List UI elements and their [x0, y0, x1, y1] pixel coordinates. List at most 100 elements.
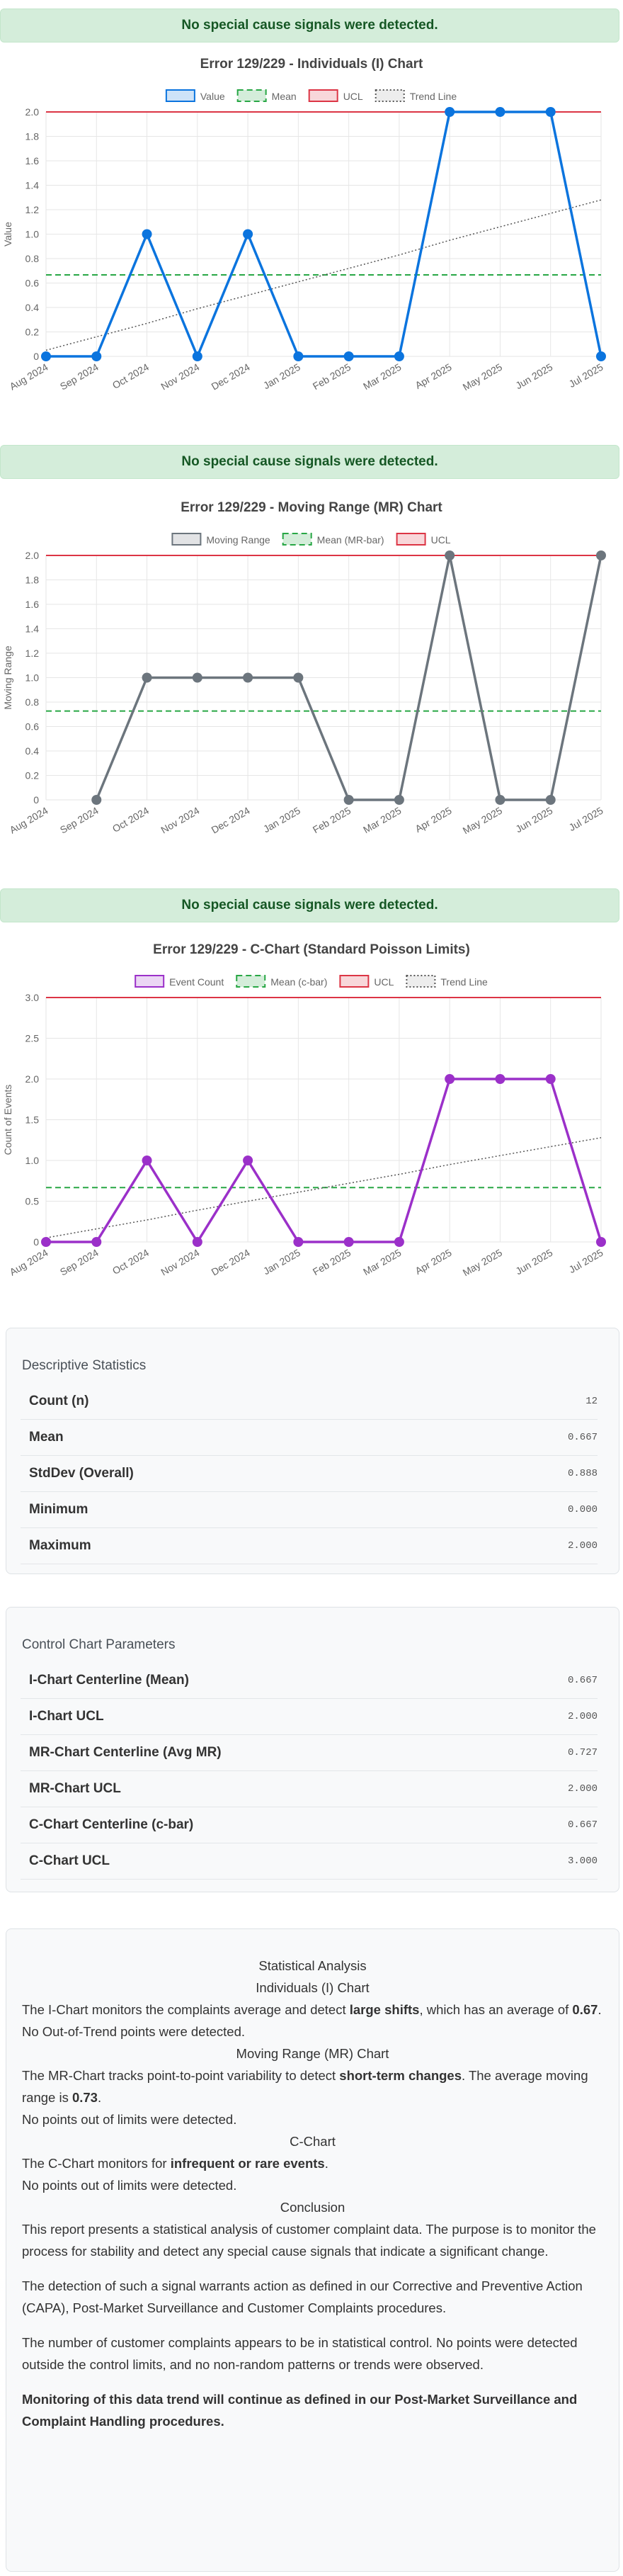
- row-value: 2.000: [567, 1540, 598, 1552]
- row-value: 0.727: [567, 1747, 598, 1758]
- x-tick-label: Jun 2025: [513, 805, 554, 835]
- y-axis-label: Moving Range: [2, 645, 13, 709]
- table-row: MR-Chart Centerline (Avg MR) 0.727: [21, 1735, 598, 1771]
- text-run: The I-Chart monitors the complaints aver…: [22, 2002, 350, 2017]
- legend-swatch: [308, 89, 338, 102]
- x-tick-label: Jan 2025: [261, 805, 302, 835]
- status-banner: No special cause signals were detected.: [0, 9, 619, 43]
- data-point: [142, 1156, 152, 1165]
- y-axis-label: Count of Events: [2, 1085, 13, 1156]
- legend-swatch: [406, 975, 436, 988]
- text-run: No Out-of-Trend points were detected.: [22, 2024, 245, 2039]
- analysis-title: Statistical Analysis: [258, 1958, 367, 1973]
- row-value: 0.667: [567, 1819, 598, 1831]
- y-tick-label: 0.4: [25, 745, 40, 757]
- x-tick-label: Jan 2025: [261, 361, 302, 392]
- legend-swatch: [165, 89, 195, 102]
- y-tick-label: 0.2: [25, 327, 40, 338]
- x-tick-label: Sep 2024: [58, 361, 101, 392]
- legend-label: Mean (c-bar): [270, 976, 327, 988]
- data-point: [243, 229, 253, 239]
- y-tick-label: 0.5: [25, 1196, 40, 1207]
- text-run: 0.67: [572, 2002, 598, 2017]
- text-run: No points out of limits were detected.: [22, 2112, 237, 2127]
- data-point: [394, 1237, 404, 1247]
- x-tick-label: Jul 2025: [567, 361, 605, 390]
- x-tick-label: Dec 2024: [210, 805, 252, 836]
- row-label: I-Chart UCL: [29, 1709, 104, 1724]
- legend-item: Trend Line: [406, 975, 488, 988]
- text-run: The C-Chart monitors for: [22, 2156, 171, 2171]
- legend-label: Moving Range: [206, 534, 270, 546]
- legend-label: Value: [200, 91, 225, 102]
- x-tick-label: Jun 2025: [513, 361, 554, 392]
- x-tick-label: Nov 2024: [159, 1247, 201, 1278]
- text-run: . The average moving range is: [22, 2068, 588, 2105]
- legend-label: UCL: [343, 91, 363, 102]
- legend: Value Mean UCL Trend Line: [165, 89, 457, 102]
- row-label: C-Chart Centerline (c-bar): [29, 1817, 194, 1832]
- chart: Error 129/229 - Individuals (I) Chart 0 0.…: [2, 57, 606, 392]
- params-card: Control Chart Parameters I-Chart Centerli…: [6, 1607, 619, 1892]
- row-label: StdDev (Overall): [29, 1466, 134, 1481]
- x-tick-label: Nov 2024: [159, 805, 201, 836]
- legend-swatch: [171, 533, 202, 546]
- table-row: Count (n) 12: [21, 1384, 598, 1420]
- x-tick-label: Jun 2025: [513, 1247, 554, 1277]
- row-value: 0.888: [567, 1468, 598, 1479]
- x-tick-label: Feb 2025: [311, 1247, 353, 1278]
- data-point: [545, 795, 556, 805]
- text-run: The detection of such a signal warrants …: [22, 2278, 583, 2315]
- text-run: This report presents a statistical analy…: [22, 2222, 596, 2259]
- text-run: infrequent or rare events: [170, 2156, 325, 2171]
- y-tick-label: 0: [33, 794, 39, 806]
- data-point: [91, 351, 102, 361]
- data-point: [445, 107, 455, 117]
- text-run: The number of customer complaints appear…: [22, 2335, 578, 2372]
- paragraph: This report presents a statistical analy…: [22, 2218, 603, 2262]
- row-value: 2.000: [567, 1783, 598, 1795]
- table-row: Maximum 2.000: [21, 1528, 598, 1564]
- x-tick-label: Nov 2024: [159, 361, 201, 392]
- legend-swatch: [375, 89, 405, 102]
- row-value: 2.000: [567, 1711, 598, 1722]
- table-row: Minimum 0.000: [21, 1492, 598, 1528]
- y-tick-label: 0: [33, 1236, 39, 1248]
- data-point: [142, 229, 152, 239]
- y-tick-label: 0.8: [25, 696, 40, 708]
- y-tick-label: 1.6: [25, 155, 40, 166]
- y-tick-label: 0.4: [25, 302, 40, 313]
- row-label: Mean: [29, 1430, 64, 1445]
- trend-line: [45, 199, 602, 351]
- y-tick-label: 1.0: [25, 229, 40, 240]
- chart-title: Error 129/229 - C-Chart (Standard Poisso…: [153, 942, 470, 957]
- data-point: [192, 351, 202, 361]
- table-row: I-Chart UCL 2.000: [21, 1699, 598, 1735]
- legend-swatch: [339, 975, 370, 988]
- data-point: [545, 107, 556, 117]
- legend-item: Mean (MR-bar): [282, 533, 384, 546]
- data-point: [596, 550, 606, 560]
- data-point: [243, 672, 253, 683]
- paragraph: No Out-of-Trend points were detected.: [22, 2021, 603, 2043]
- data-point: [293, 672, 304, 683]
- row-value: 12: [585, 1396, 598, 1407]
- x-tick-label: Apr 2025: [413, 805, 453, 835]
- y-tick-label: 1.2: [25, 204, 40, 215]
- x-tick-label: Jul 2025: [567, 805, 605, 833]
- x-tick-label: May 2025: [461, 805, 504, 837]
- series-line: [46, 1078, 602, 1245]
- text-run: large shifts: [349, 2002, 420, 2017]
- data-point: [343, 795, 354, 805]
- y-tick-label: 1.5: [25, 1114, 40, 1126]
- row-value: 0.667: [567, 1432, 598, 1443]
- text-run: No points out of limits were detected.: [22, 2178, 237, 2193]
- legend-label: UCL: [374, 976, 394, 988]
- legend-item: UCL: [339, 975, 394, 988]
- x-tick-label: Jul 2025: [567, 1247, 605, 1275]
- text-run: .: [598, 2002, 602, 2017]
- legend: Event Count Mean (c-bar) UCL Trend Line: [135, 975, 488, 988]
- legend: Moving Range Mean (MR-bar) UCL: [171, 533, 451, 546]
- row-label: MR-Chart Centerline (Avg MR): [29, 1745, 222, 1760]
- data-point: [192, 672, 202, 683]
